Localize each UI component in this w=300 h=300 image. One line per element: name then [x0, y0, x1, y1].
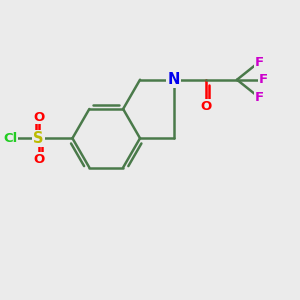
Text: F: F: [254, 56, 264, 69]
Text: F: F: [254, 91, 264, 104]
Text: O: O: [33, 111, 44, 124]
Text: O: O: [33, 153, 44, 166]
Text: S: S: [33, 131, 44, 146]
Text: Cl: Cl: [4, 132, 18, 145]
Text: O: O: [200, 100, 212, 113]
Text: N: N: [168, 72, 180, 87]
Text: F: F: [259, 73, 268, 86]
